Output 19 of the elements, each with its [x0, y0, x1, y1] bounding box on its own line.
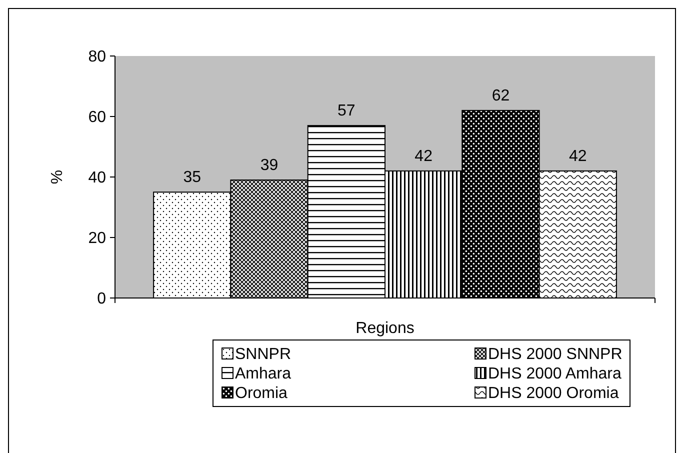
- legend-label: DHS 2000 Oromia: [488, 385, 619, 402]
- data-label: 39: [260, 157, 278, 174]
- y-axis-title: %: [49, 170, 66, 184]
- legend-label: Amhara: [235, 366, 292, 382]
- y-tick-label: 0: [97, 290, 106, 308]
- legend-label: SNNPR: [235, 346, 292, 363]
- legend-label: Oromia: [235, 385, 288, 402]
- legend-label: DHS 2000 SNNPR: [488, 346, 622, 363]
- y-tick-label: 60: [88, 109, 106, 126]
- legend-label: DHS 2000 Amhara: [488, 366, 622, 382]
- data-label: 42: [568, 148, 587, 165]
- data-label: 35: [183, 169, 202, 186]
- y-tick-label: 20: [88, 230, 106, 248]
- data-label: 42: [414, 148, 433, 165]
- y-tick-label: 80: [88, 48, 106, 66]
- y-tick-label: 40: [88, 170, 106, 187]
- x-axis-title: Regions: [356, 320, 414, 337]
- data-label: 57: [338, 102, 356, 120]
- data-label: 62: [492, 87, 510, 104]
